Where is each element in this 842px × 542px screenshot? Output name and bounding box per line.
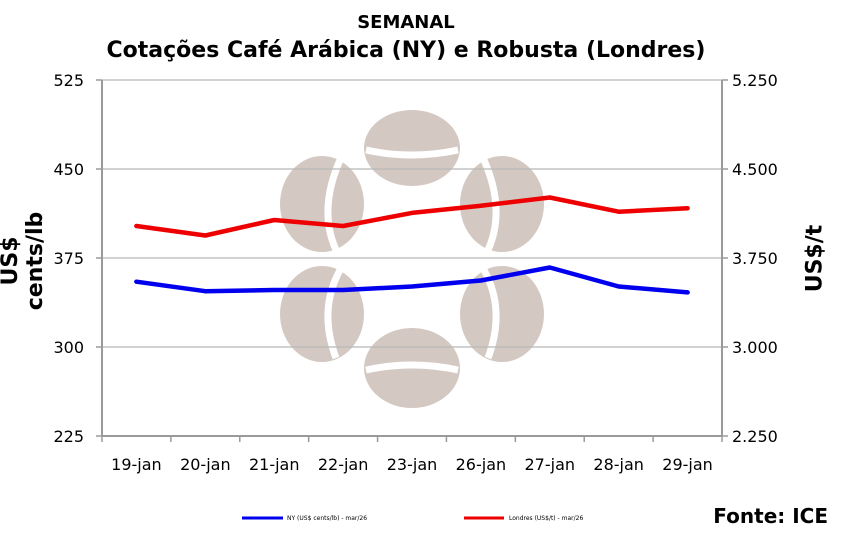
data-point — [616, 209, 621, 214]
data-point — [410, 284, 414, 289]
data-point — [134, 279, 139, 284]
data-point — [685, 206, 690, 211]
y-right-tick-label: 2.250 — [732, 427, 778, 446]
source-note: Fonte: ICE — [713, 504, 828, 528]
data-point — [616, 284, 621, 289]
data-point — [478, 203, 483, 208]
data-point — [272, 288, 277, 293]
data-point — [272, 218, 277, 223]
series-line-ny — [134, 265, 690, 295]
data-point — [203, 233, 208, 238]
legend-label: NY (US$ cents/lb) - mar/26 — [287, 515, 367, 522]
data-point — [341, 223, 346, 228]
data-point — [685, 290, 690, 295]
x-tick-label: 22-jan — [318, 455, 369, 474]
data-point — [547, 195, 552, 200]
legend-label: Londres (US$/t) - mar/26 — [509, 515, 583, 522]
y-left-tick-label: 225 — [53, 427, 84, 446]
y-right-tick-label: 3.000 — [732, 338, 778, 357]
x-tick-label: 27-jan — [525, 455, 576, 474]
series-line-londres — [134, 195, 690, 238]
axes: 525 5.250 450 4.500 375 3.750 300 3.000 225 2.250… — [53, 71, 777, 474]
data-point — [547, 265, 552, 270]
x-tick-label: 28-jan — [593, 455, 644, 474]
y-right-tick-label: 4.500 — [732, 160, 778, 179]
chart-supertitle: SEMANAL — [357, 12, 455, 33]
chart-title: Cotações Café Arábica (NY) e Robusta (Lo… — [106, 38, 706, 63]
x-tick-label: 29-jan — [662, 455, 713, 474]
x-tick-label: 21-jan — [249, 455, 300, 474]
data-point — [203, 289, 208, 294]
y-left-tick-label: 450 — [53, 160, 84, 179]
y-left-tick-label: 300 — [53, 338, 84, 357]
y-left-tick-label: 375 — [53, 249, 84, 268]
y-right-tick-label: 3.750 — [732, 249, 778, 268]
y-left-tick-label: 525 — [53, 71, 84, 90]
data-point — [410, 210, 414, 215]
legend: NY (US$ cents/lb) - mar/26 Londres (US$/t… — [242, 515, 583, 522]
series-lines — [134, 195, 690, 295]
x-tick-label: 20-jan — [180, 455, 231, 474]
gridlines — [102, 79, 722, 348]
data-point — [478, 278, 483, 283]
x-tick-label: 26-jan — [456, 455, 507, 474]
x-tick-label: 23-jan — [387, 455, 438, 474]
y-right-tick-label: 5.250 — [732, 71, 778, 90]
data-point — [134, 223, 139, 228]
x-tick-label: 19-jan — [111, 455, 162, 474]
data-point — [341, 288, 346, 293]
